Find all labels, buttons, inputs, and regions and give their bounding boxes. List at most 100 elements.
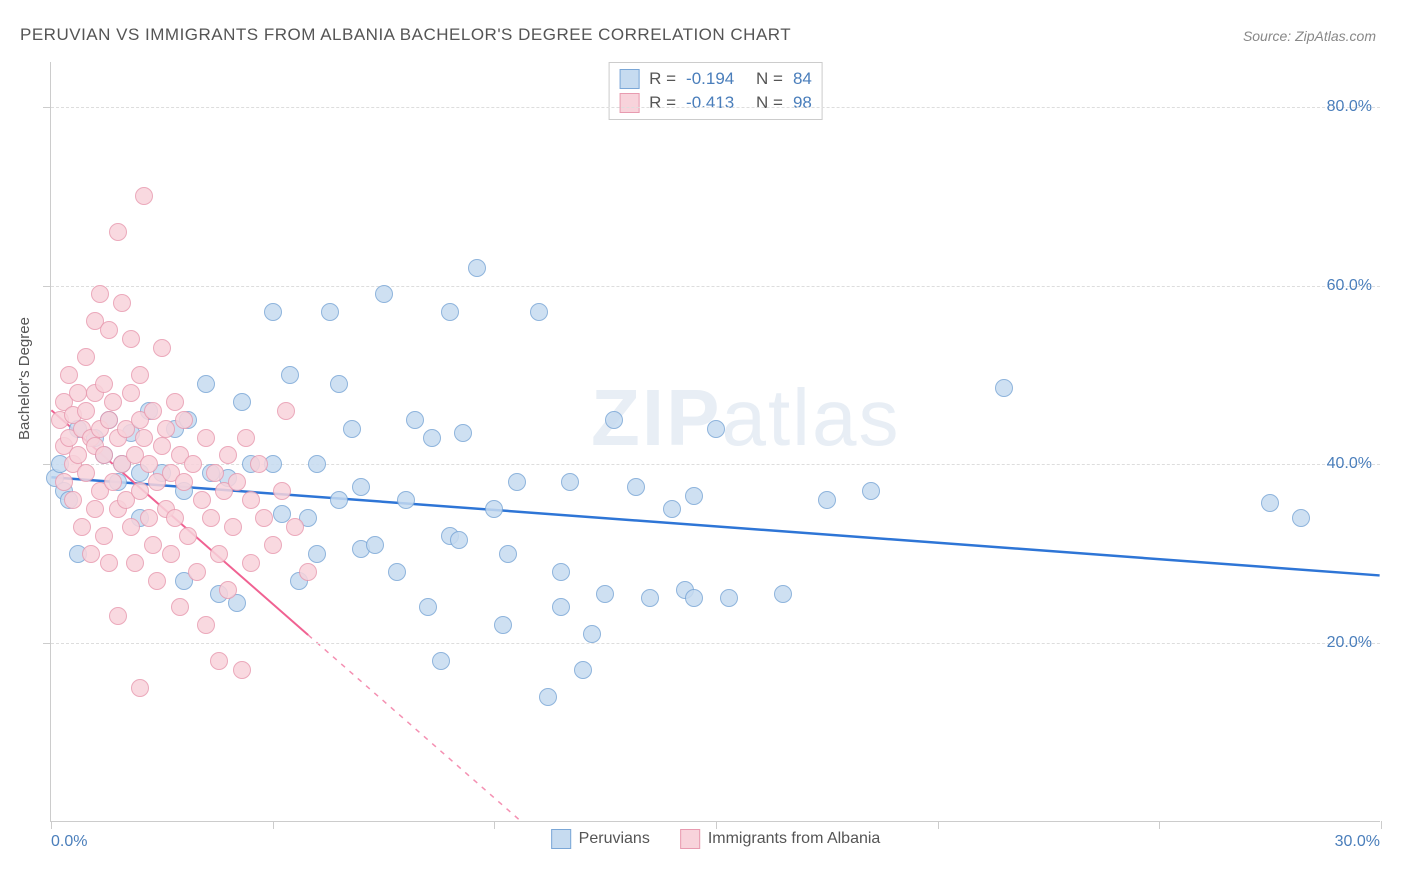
data-point — [175, 473, 193, 491]
data-point — [862, 482, 880, 500]
data-point — [144, 536, 162, 554]
data-point — [219, 446, 237, 464]
data-point — [95, 375, 113, 393]
data-point — [255, 509, 273, 527]
data-point — [406, 411, 424, 429]
data-point — [131, 366, 149, 384]
data-point — [109, 223, 127, 241]
data-point — [468, 259, 486, 277]
data-point — [224, 518, 242, 536]
data-point — [663, 500, 681, 518]
data-point — [552, 598, 570, 616]
data-point — [100, 554, 118, 572]
data-point — [77, 402, 95, 420]
data-point — [995, 379, 1013, 397]
data-point — [144, 402, 162, 420]
plot-area: ZIPatlas R =-0.194N =84R =-0.413N =98 Pe… — [50, 62, 1380, 822]
data-point — [153, 437, 171, 455]
y-tick-label: 20.0% — [1327, 634, 1372, 652]
data-point — [91, 285, 109, 303]
y-tick-label: 80.0% — [1327, 98, 1372, 116]
data-point — [69, 446, 87, 464]
chart-title: PERUVIAN VS IMMIGRANTS FROM ALBANIA BACH… — [20, 25, 791, 45]
data-point — [210, 545, 228, 563]
x-tick-label: 0.0% — [51, 833, 87, 851]
data-point — [432, 652, 450, 670]
series-legend-item: Immigrants from Albania — [680, 829, 881, 849]
data-point — [140, 509, 158, 527]
data-point — [530, 303, 548, 321]
data-point — [148, 572, 166, 590]
data-point — [596, 585, 614, 603]
data-point — [210, 652, 228, 670]
data-point — [60, 366, 78, 384]
data-point — [539, 688, 557, 706]
data-point — [171, 598, 189, 616]
data-point — [219, 581, 237, 599]
data-point — [552, 563, 570, 581]
data-point — [122, 384, 140, 402]
data-point — [774, 585, 792, 603]
data-point — [233, 393, 251, 411]
data-point — [69, 384, 87, 402]
watermark: ZIPatlas — [591, 372, 900, 464]
data-point — [95, 527, 113, 545]
data-point — [286, 518, 304, 536]
y-tick-label: 60.0% — [1327, 277, 1372, 295]
y-tick-mark — [43, 286, 51, 287]
data-point — [308, 545, 326, 563]
data-point — [330, 491, 348, 509]
data-point — [343, 420, 361, 438]
data-point — [1292, 509, 1310, 527]
data-point — [454, 424, 472, 442]
data-point — [162, 545, 180, 563]
y-tick-mark — [43, 107, 51, 108]
legend-swatch — [551, 829, 571, 849]
series-legend-label: Peruvians — [579, 830, 650, 848]
data-point — [122, 330, 140, 348]
x-tick-mark — [1381, 821, 1382, 829]
data-point — [250, 455, 268, 473]
data-point — [561, 473, 579, 491]
data-point — [104, 473, 122, 491]
data-point — [321, 303, 339, 321]
data-point — [707, 420, 725, 438]
data-point — [352, 478, 370, 496]
data-point — [685, 589, 703, 607]
data-point — [184, 455, 202, 473]
x-tick-mark — [938, 821, 939, 829]
data-point — [188, 563, 206, 581]
data-point — [135, 429, 153, 447]
data-point — [583, 625, 601, 643]
data-point — [140, 455, 158, 473]
series-legend-label: Immigrants from Albania — [708, 830, 881, 848]
data-point — [330, 375, 348, 393]
data-point — [82, 545, 100, 563]
data-point — [64, 491, 82, 509]
data-point — [122, 518, 140, 536]
data-point — [419, 598, 437, 616]
x-tick-mark — [1159, 821, 1160, 829]
legend-swatch — [619, 69, 639, 89]
data-point — [508, 473, 526, 491]
stats-legend-row: R =-0.413N =98 — [619, 91, 812, 115]
data-point — [197, 616, 215, 634]
data-point — [485, 500, 503, 518]
data-point — [166, 393, 184, 411]
y-tick-mark — [43, 464, 51, 465]
data-point — [720, 589, 738, 607]
data-point — [423, 429, 441, 447]
gridline — [51, 107, 1380, 108]
data-point — [104, 393, 122, 411]
data-point — [273, 482, 291, 500]
source-attribution: Source: ZipAtlas.com — [1243, 28, 1376, 44]
data-point — [166, 509, 184, 527]
data-point — [1261, 494, 1279, 512]
data-point — [388, 563, 406, 581]
x-tick-label: 30.0% — [1335, 833, 1380, 851]
legend-swatch — [680, 829, 700, 849]
legend-swatch — [619, 93, 639, 113]
data-point — [237, 429, 255, 447]
data-point — [197, 429, 215, 447]
data-point — [202, 509, 220, 527]
